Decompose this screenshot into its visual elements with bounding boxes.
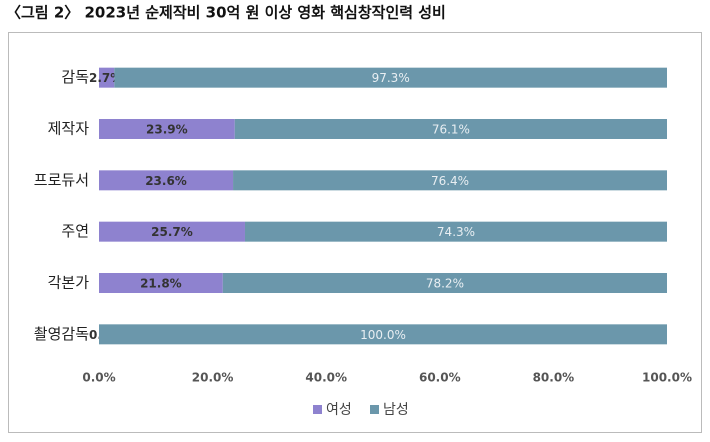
value-label: 25.7%: [151, 225, 193, 239]
x-tick-label: 20.0%: [192, 371, 234, 385]
value-label: 76.1%: [432, 123, 470, 137]
value-label: 21.8%: [140, 277, 182, 291]
value-label: 23.6%: [145, 174, 187, 188]
x-tick-label: 60.0%: [419, 371, 461, 385]
y-tick-label: 촬영감독: [34, 325, 89, 343]
legend-label: 남성: [383, 402, 409, 418]
value-label: 100.0%: [360, 328, 406, 342]
legend-swatch: [313, 405, 322, 414]
bar-segment: [99, 170, 234, 191]
bar-segment: [99, 324, 667, 345]
y-tick-label: 프로듀서: [34, 171, 89, 189]
value-label: 23.9%: [146, 123, 188, 137]
bar-segment: [114, 67, 667, 88]
bar-segment: [99, 67, 115, 88]
value-label: 2.7%: [89, 71, 122, 85]
value-label: 78.2%: [426, 277, 464, 291]
x-tick-label: 40.0%: [305, 371, 347, 385]
y-tick-label: 감독: [61, 68, 89, 86]
legend-swatch: [370, 405, 379, 414]
value-label: 97.3%: [372, 71, 410, 85]
x-tick-label: 80.0%: [533, 371, 575, 385]
value-label: 76.4%: [431, 174, 469, 188]
legend-label: 여성: [326, 402, 352, 418]
bar-segment: [99, 119, 235, 139]
bar-segment: [233, 170, 667, 191]
bar-segment: [99, 273, 223, 293]
bar-segment: [222, 273, 667, 293]
y-tick-label: 각본가: [48, 274, 90, 292]
bar-segment: [99, 221, 245, 242]
value-label: 74.3%: [437, 225, 475, 239]
bar-segment: [244, 221, 667, 242]
x-tick-label: 100.0%: [642, 371, 692, 385]
y-tick-label: 제작자: [48, 120, 90, 138]
chart-title: 〈그림 2〉 2023년 순제작비 30억 원 이상 영화 핵심창작인력 성비: [6, 4, 446, 22]
bar-segment: [234, 119, 667, 139]
x-tick-label: 0.0%: [82, 371, 115, 385]
y-tick-label: 주연: [61, 222, 89, 240]
